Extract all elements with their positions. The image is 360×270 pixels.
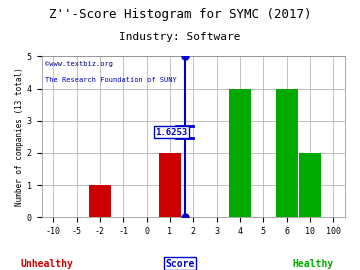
- Bar: [229, 89, 251, 217]
- Bar: [89, 185, 111, 217]
- Text: The Research Foundation of SUNY: The Research Foundation of SUNY: [45, 77, 176, 83]
- Bar: [275, 89, 298, 217]
- Text: Unhealthy: Unhealthy: [21, 259, 73, 269]
- Bar: [299, 153, 321, 217]
- Text: 1.6253: 1.6253: [156, 127, 188, 137]
- Text: Z''-Score Histogram for SYMC (2017): Z''-Score Histogram for SYMC (2017): [49, 8, 311, 21]
- Text: Score: Score: [165, 259, 195, 269]
- Y-axis label: Number of companies (13 total): Number of companies (13 total): [15, 68, 24, 206]
- Text: Healthy: Healthy: [293, 259, 334, 269]
- Text: ©www.textbiz.org: ©www.textbiz.org: [45, 61, 113, 67]
- Text: Industry: Software: Industry: Software: [119, 32, 241, 42]
- Bar: [159, 153, 181, 217]
